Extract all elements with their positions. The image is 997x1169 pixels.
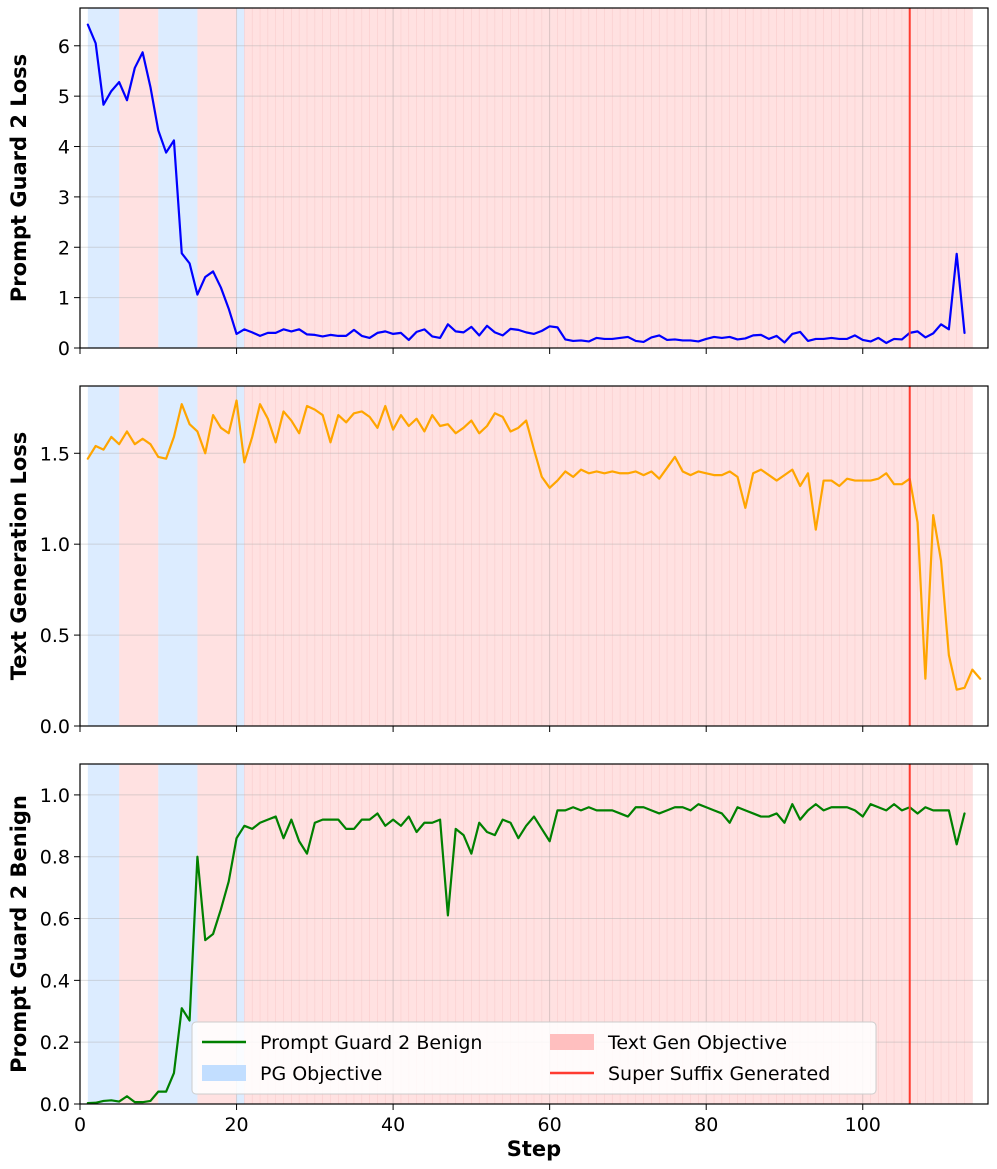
objective-shading — [87, 386, 973, 726]
y-tick-label: 1.5 — [40, 443, 70, 465]
text-gen-objective-region — [197, 8, 237, 348]
x-ticks — [79, 726, 864, 732]
subplot-text-generation-loss: 0.0 0.5 1.0 1.5 Text Generation Loss — [7, 385, 989, 738]
y-tick-label: 0.6 — [40, 909, 70, 931]
subplot-prompt-guard-loss: 0 1 2 3 4 5 6 Prompt Guard 2 Loss — [7, 7, 989, 360]
objective-shading — [87, 8, 973, 348]
x-tick-label: 0 — [74, 1114, 86, 1136]
y-tick-label: 2 — [58, 237, 70, 259]
series-line — [86, 803, 966, 1105]
y-ticks: 0 1 2 3 4 5 6 — [58, 36, 80, 360]
text-gen-objective-region — [119, 8, 159, 348]
legend-box — [191, 1021, 877, 1095]
text-gen-objective-region — [119, 386, 159, 726]
legend-entries: Prompt Guard 2 Benign Text Gen Objective P… — [202, 1032, 830, 1085]
y-tick-label: 6 — [58, 36, 70, 58]
pg-objective-region — [87, 764, 120, 1104]
x-ticks: 0 20 40 60 80 100 — [74, 1104, 881, 1136]
y-tick-label: 1.0 — [40, 534, 70, 556]
x-tick-label: 40 — [381, 1114, 405, 1136]
axes-frame — [79, 763, 989, 1105]
x-tick-label: 20 — [224, 1114, 248, 1136]
y-tick-label: 5 — [58, 86, 70, 108]
y-tick-label: 0 — [58, 338, 70, 360]
series-line — [86, 23, 966, 345]
y-tick-label: 0.5 — [40, 625, 70, 647]
pg-objective-region — [236, 386, 245, 726]
text-gen-objective-region — [244, 386, 973, 726]
y-tick-label: 0.0 — [40, 716, 70, 738]
pg-objective-region — [236, 8, 245, 348]
legend-patch-swatch — [550, 1034, 594, 1050]
x-axis-label: Step — [507, 1137, 561, 1161]
series — [86, 399, 982, 691]
y-tick-label: 1.0 — [40, 785, 70, 807]
pg-objective-region — [87, 8, 120, 348]
legend-label: Text Gen Objective — [607, 1032, 787, 1054]
y-tick-label: 3 — [58, 187, 70, 209]
pg-objective-region — [158, 8, 198, 348]
x-ticks — [79, 348, 864, 354]
text-gen-objective-region — [244, 8, 973, 348]
y-tick-label: 0.0 — [40, 1094, 70, 1116]
y-tick-label: 1 — [58, 288, 70, 310]
y-axis-label: Prompt Guard 2 Loss — [7, 54, 31, 302]
series — [86, 23, 966, 345]
text-gen-objective-region — [119, 764, 159, 1104]
legend-patch-swatch — [202, 1065, 246, 1081]
y-ticks: 0.0 0.5 1.0 1.5 — [40, 443, 80, 738]
x-tick-label: 80 — [694, 1114, 718, 1136]
axes-frame — [79, 7, 989, 349]
y-tick-label: 0.2 — [40, 1032, 70, 1054]
y-axis-label: Text Generation Loss — [7, 432, 31, 681]
series — [86, 803, 966, 1105]
pg-objective-region — [158, 386, 198, 726]
pg-objective-region — [87, 386, 120, 726]
x-tick-label: 100 — [845, 1114, 881, 1136]
legend: Prompt Guard 2 Benign Text Gen Objective P… — [191, 1021, 877, 1095]
y-tick-label: 4 — [58, 137, 70, 159]
series-line — [86, 399, 982, 691]
text-gen-objective-region — [197, 386, 237, 726]
y-axis-label: Prompt Guard 2 Benign — [7, 795, 31, 1073]
y-ticks: 0.0 0.2 0.4 0.6 0.8 1.0 — [40, 785, 80, 1116]
y-tick-label: 0.8 — [40, 847, 70, 869]
axes-frame — [79, 385, 989, 727]
legend-label: Super Suffix Generated — [608, 1063, 830, 1085]
legend-label: PG Objective — [260, 1063, 382, 1085]
x-tick-label: 60 — [538, 1114, 562, 1136]
subplot-prompt-guard-benign: 0 20 40 60 80 100 0.0 0.2 0.4 0.6 0.8 1.0 Prompt G… — [7, 763, 989, 1161]
pg-objective-region — [236, 764, 245, 1104]
y-tick-label: 0.4 — [40, 970, 70, 992]
legend-label: Prompt Guard 2 Benign — [260, 1032, 482, 1054]
